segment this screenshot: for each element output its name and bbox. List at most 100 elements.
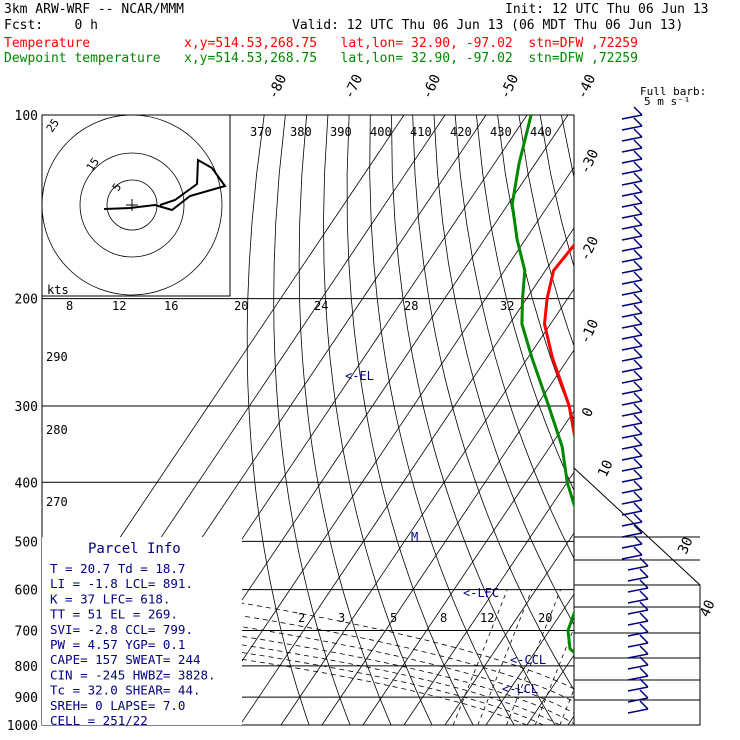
wind-barb-flag (633, 425, 643, 435)
isotherm-label: -20 (577, 234, 602, 264)
wind-barb-staff (621, 422, 643, 428)
barb-scale-label: Full barb: (640, 85, 706, 98)
wind-barb-staff (627, 642, 649, 648)
wind-barb-flag (639, 700, 649, 710)
wind-barb-staff (627, 675, 649, 681)
hodograph-trace (103, 158, 227, 212)
wind-barb-staff (621, 191, 643, 197)
theta-label: 290 (46, 350, 68, 364)
pressure-tick-label: 800 (15, 660, 38, 675)
wind-barb-staff (621, 400, 643, 406)
theta-label: 440 (530, 125, 552, 139)
dry-adiabat-line (497, 115, 574, 421)
isotherm-label: 0 (579, 405, 597, 419)
wind-barb-staff (621, 257, 643, 263)
hodograph-speed-label: 16 (164, 299, 178, 313)
wind-barb-staff (621, 411, 643, 417)
isotherm-label: -60 (419, 72, 444, 102)
wind-barb-flag (633, 326, 643, 336)
isotherm-label: -30 (577, 147, 602, 177)
wind-barb-flag (633, 491, 643, 501)
pressure-tick-label: 600 (15, 584, 38, 599)
wind-barb-staff (621, 180, 643, 186)
theta-label: 280 (46, 423, 68, 437)
isotherm-label: -70 (341, 72, 366, 102)
wind-barb-flag (633, 271, 643, 281)
mixing-ratio-label: 3 (338, 611, 345, 625)
wind-barb-flag (639, 656, 649, 666)
pressure-tick-label: 300 (15, 400, 38, 415)
parcel-info-title: Parcel Info (88, 541, 181, 557)
sounding-traces (510, 115, 574, 655)
forecast-hour: Fcst: 0 h (4, 18, 98, 33)
wind-barb-flag (633, 315, 643, 325)
wind-barb-staff (621, 554, 643, 560)
theta-label: 390 (330, 125, 352, 139)
parcel-info-row: K = 37 LFC= 618. (50, 591, 170, 606)
wind-barb-staff (621, 521, 643, 527)
wind-barb-flag (633, 359, 643, 369)
wind-barb-flag (633, 282, 643, 292)
wind-barb-staff (621, 136, 643, 142)
wind-barb-flag (633, 172, 643, 182)
wind-barb-flag (633, 535, 643, 545)
wind-barb-staff (621, 224, 643, 230)
hodograph-speed-label: 24 (314, 299, 328, 313)
wind-barb-staff (621, 279, 643, 285)
isotherm-label: 10 (595, 458, 617, 480)
wind-barb-flag (633, 216, 643, 226)
wind-barb-flag (633, 139, 643, 149)
parcel-info-row: LI = -1.8 LCL= 891. (50, 576, 193, 591)
hodograph-speed-label: 20 (234, 299, 248, 313)
wind-barb-flag (633, 469, 643, 479)
valid-time: Valid: 12 UTC Thu 06 Jun 13 (06 MDT Thu … (292, 18, 684, 33)
wind-barb-flag (633, 458, 643, 468)
wind-barb-staff (621, 367, 643, 373)
wind-barb-staff (621, 147, 643, 153)
wind-barb-flag (633, 370, 643, 380)
pressure-tick-label: 200 (15, 293, 38, 308)
dry-adiabat-line (391, 115, 556, 725)
hodograph-speed-label: 28 (404, 299, 418, 313)
isotherm-label: -40 (574, 72, 599, 102)
theta-label: 420 (450, 125, 472, 139)
dry-adiabat-line (454, 115, 574, 560)
wind-barb-flag (633, 161, 643, 171)
isotherm-label: 40 (697, 598, 719, 620)
pressure-tick-label: 900 (15, 691, 38, 706)
lfc-marker: <-LFC (463, 586, 499, 600)
model-title: 3km ARW-WRF -- NCAR/MMM (4, 2, 185, 17)
wind-barb-staff (621, 323, 643, 329)
wind-barb-staff (627, 620, 649, 626)
hodograph-speed-label: 12 (112, 299, 126, 313)
wind-barb-staff (627, 708, 649, 714)
wind-barb-staff (627, 565, 649, 571)
parcel-info-row: SREH= 0 LAPSE= 7.0 (50, 698, 185, 713)
isotherm-line (403, 471, 574, 725)
wind-barb-flag (639, 612, 649, 622)
wind-barb-staff (627, 576, 649, 582)
wind-barb-flag (633, 348, 643, 358)
wind-barb-flag (633, 128, 643, 138)
ccl-marker: <-CCL (510, 653, 546, 667)
dry-adiabat-line (433, 115, 574, 626)
dry-adiabat-line (323, 115, 433, 725)
kts-label: kts (47, 283, 69, 297)
wind-barb-flag (639, 590, 649, 600)
lcl-marker: <-LCL (502, 682, 538, 696)
isotherm-line (362, 410, 574, 725)
wind-barb-staff (621, 466, 643, 472)
pressure-tick-label: 400 (15, 476, 38, 491)
wind-barb-staff (627, 653, 649, 659)
wind-barb-flag (639, 678, 649, 688)
wind-barb-staff (621, 213, 643, 219)
wind-barb-flag (633, 436, 643, 446)
mixing-ratio-label: 8 (440, 611, 447, 625)
hodograph-ring (41, 114, 223, 296)
pressure-tick-label: 700 (15, 625, 38, 640)
dry-adiabat-line (476, 115, 574, 492)
mixing-ratio-label: 12 (480, 611, 494, 625)
theta-label: 270 (46, 495, 68, 509)
parcel-info-row: T = 20.7 Td = 18.7 (50, 561, 185, 576)
